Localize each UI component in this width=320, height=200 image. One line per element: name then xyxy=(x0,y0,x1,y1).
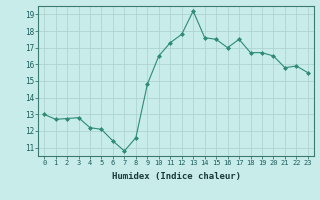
X-axis label: Humidex (Indice chaleur): Humidex (Indice chaleur) xyxy=(111,172,241,181)
